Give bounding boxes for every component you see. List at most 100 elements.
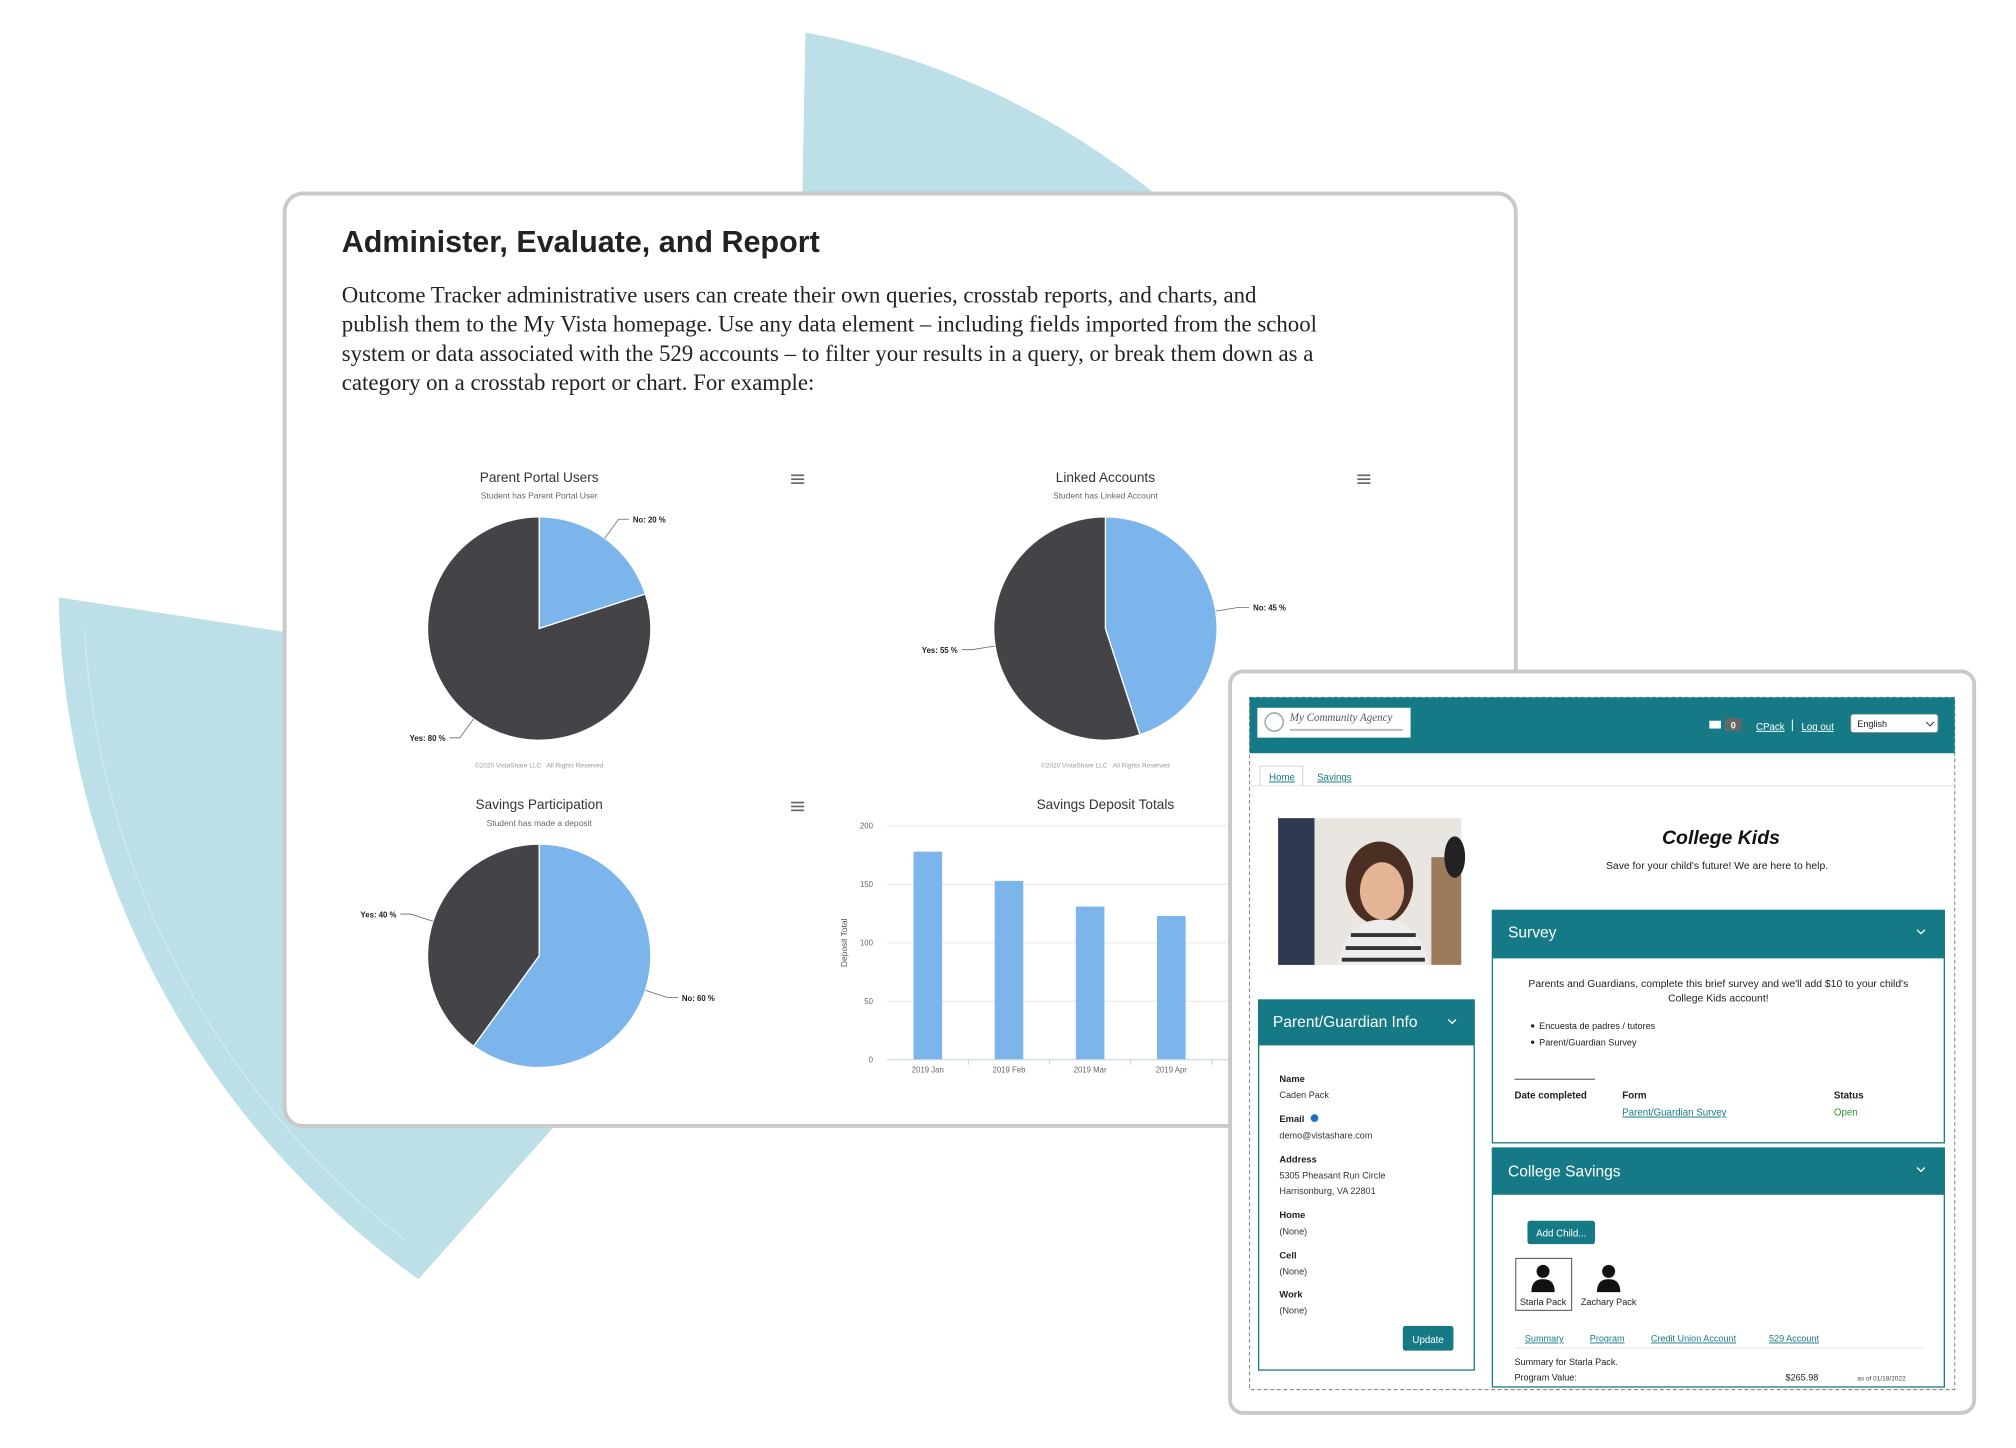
body-line: system or data associated with the 529 a… bbox=[342, 341, 1314, 366]
column-header: Date completed bbox=[1514, 1091, 1586, 1102]
connector bbox=[961, 645, 996, 651]
chart-subtitle: Student has Parent Portal User bbox=[481, 491, 598, 501]
button-label: Add Child... bbox=[1536, 1228, 1586, 1239]
logout-link[interactable]: Log out bbox=[1801, 722, 1834, 733]
data-label: Yes: 80 % bbox=[410, 734, 446, 743]
bullet bbox=[1530, 1024, 1535, 1028]
card-title: Parent/Guardian Info bbox=[1273, 1014, 1418, 1031]
survey-items: Encuesta de padres / tutores Parent/Guard… bbox=[1530, 1021, 1656, 1047]
charts: Parent Portal Users Student has Parent Po… bbox=[361, 470, 1494, 1075]
field-label: Work bbox=[1279, 1289, 1303, 1299]
bar bbox=[1075, 906, 1105, 1060]
chart-subtitle: Student has Linked Account bbox=[1053, 491, 1158, 501]
y-axis-title: Deposit Total bbox=[839, 918, 849, 967]
update-button[interactable] bbox=[1402, 1325, 1454, 1351]
x-tick-label: 2019 Mar bbox=[1074, 1066, 1107, 1075]
logo-mark bbox=[1264, 712, 1285, 732]
survey-intro: Parents and Guardians, complete this bri… bbox=[1528, 977, 1909, 1004]
person-head bbox=[1536, 1264, 1550, 1278]
field-label: Home bbox=[1279, 1210, 1305, 1220]
bar bbox=[994, 880, 1024, 1060]
chart-title: Linked Accounts bbox=[1056, 470, 1155, 485]
chevron bbox=[1447, 1018, 1457, 1025]
bar bbox=[1157, 915, 1186, 1060]
chevron bbox=[1916, 1167, 1926, 1173]
connector bbox=[1215, 607, 1250, 612]
summary-text: Summary for Starla Pack. bbox=[1514, 1357, 1617, 1367]
language-select[interactable] bbox=[1850, 713, 1939, 733]
tab-link[interactable]: 529 Account bbox=[1769, 1334, 1819, 1344]
add-child-button[interactable] bbox=[1527, 1220, 1595, 1245]
chart-credits: ©2020 VistaShare LLC · All Rights Reserv… bbox=[1041, 762, 1170, 770]
tab-link[interactable]: Program bbox=[1590, 1334, 1625, 1344]
field-value: 5305 Pheasant Run Circle bbox=[1279, 1171, 1385, 1181]
bar bbox=[913, 851, 943, 1060]
pie-slice bbox=[426, 843, 540, 1048]
column-header: Form bbox=[1622, 1091, 1647, 1102]
connector bbox=[400, 913, 434, 922]
connector bbox=[604, 518, 629, 539]
photo bbox=[1278, 818, 1466, 965]
breadcrumb[interactable]: Home bbox=[1269, 772, 1295, 783]
bullet bbox=[1530, 1040, 1535, 1044]
breadcrumb[interactable]: Savings bbox=[1317, 772, 1352, 783]
body-line: publish them to the My Vista homepage. U… bbox=[342, 312, 1317, 337]
app-screenshot: My Community Agency 0 CPack Log out Engl… bbox=[1228, 669, 1977, 1415]
data-label: No: 45 % bbox=[1253, 604, 1286, 613]
field-value: Caden Pack bbox=[1279, 1090, 1329, 1100]
card-header[interactable] bbox=[1492, 910, 1945, 959]
person-body bbox=[1531, 1279, 1555, 1293]
field-label: Cell bbox=[1279, 1250, 1296, 1260]
chevron bbox=[1925, 721, 1935, 727]
y-tick-label: 200 bbox=[860, 822, 874, 831]
survey-link[interactable]: Parent/Guardian Survey bbox=[1622, 1108, 1726, 1119]
children: Starla Pack Zachary Pack bbox=[1520, 1264, 1637, 1307]
panel-body: Outcome Tracker administrative users can… bbox=[342, 283, 1317, 395]
guardian-fields: Name Caden Pack Email demo@vistashare.com Ad… bbox=[1279, 1074, 1385, 1316]
field-label: Address bbox=[1279, 1154, 1316, 1164]
message-count: 0 bbox=[1731, 721, 1736, 731]
y-tick-label: 50 bbox=[864, 997, 873, 1006]
button-label: Update bbox=[1412, 1335, 1443, 1346]
tab-link[interactable]: Credit Union Account bbox=[1651, 1334, 1737, 1344]
field-label: Email bbox=[1279, 1114, 1304, 1124]
tab-outline bbox=[1259, 765, 1304, 786]
language: English bbox=[1857, 719, 1887, 729]
info-icon bbox=[1310, 1114, 1319, 1123]
chart-title: Parent Portal Users bbox=[480, 470, 599, 485]
chart-title: Savings Participation bbox=[476, 797, 603, 812]
connector bbox=[449, 718, 474, 739]
card-title: Survey bbox=[1508, 925, 1557, 942]
program-title: College Kids bbox=[1662, 827, 1780, 849]
y-tick-label: 100 bbox=[860, 938, 874, 947]
survey-item: Encuesta de padres / tutores bbox=[1539, 1021, 1656, 1031]
y-tick-label: 150 bbox=[860, 880, 874, 889]
chart-credits: ©2020 VistaShare LLC · All Rights Reserv… bbox=[475, 762, 604, 770]
as-of: as of 01/18/2022 bbox=[1857, 1375, 1906, 1382]
badge bbox=[1724, 718, 1742, 732]
field-value: (None) bbox=[1279, 1226, 1307, 1236]
data-label: No: 20 % bbox=[633, 516, 666, 525]
card-header[interactable] bbox=[1492, 1148, 1945, 1195]
child-name[interactable]: Starla Pack bbox=[1520, 1297, 1567, 1307]
person-body bbox=[1596, 1279, 1621, 1293]
survey-status: Open bbox=[1834, 1108, 1858, 1119]
y-tick-label: 0 bbox=[869, 1055, 874, 1064]
card-header[interactable] bbox=[1258, 999, 1475, 1046]
connector bbox=[645, 989, 679, 998]
survey-item: Parent/Guardian Survey bbox=[1539, 1037, 1637, 1047]
data-label: No: 60 % bbox=[682, 994, 715, 1003]
survey-intro-box: Parents and Guardians, complete this bri… bbox=[1528, 977, 1909, 1004]
chevron bbox=[1916, 929, 1926, 935]
tab-link[interactable]: Summary bbox=[1525, 1334, 1564, 1344]
program-tagline: Save for your child's future! We are her… bbox=[1606, 861, 1828, 872]
child-name[interactable]: Zachary Pack bbox=[1581, 1297, 1637, 1307]
x-tick-label: 2019 Apr bbox=[1156, 1066, 1188, 1075]
chart-title: Savings Deposit Totals bbox=[1037, 797, 1175, 812]
card-title: College Savings bbox=[1508, 1164, 1621, 1181]
person-head bbox=[1602, 1264, 1616, 1278]
pie-slice bbox=[538, 516, 647, 630]
user-link[interactable]: CPack bbox=[1756, 722, 1785, 733]
body-line: Outcome Tracker administrative users can… bbox=[342, 283, 1257, 308]
